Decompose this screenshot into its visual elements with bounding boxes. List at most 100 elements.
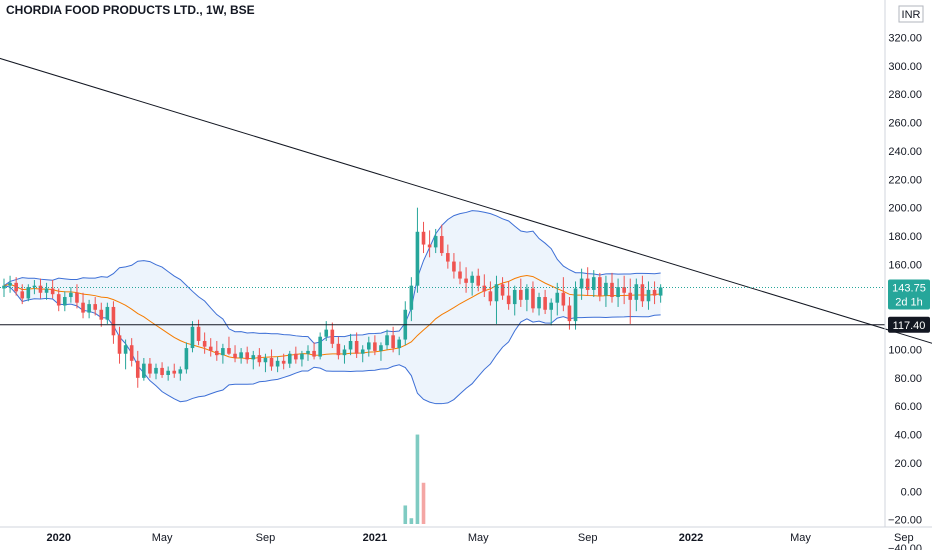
candle-body bbox=[519, 289, 523, 300]
candle bbox=[245, 346, 249, 364]
candle bbox=[537, 292, 541, 316]
candle bbox=[567, 297, 572, 330]
candle bbox=[622, 275, 626, 305]
x-tick-label: May bbox=[790, 532, 811, 544]
candle bbox=[202, 332, 207, 354]
candle-body bbox=[658, 287, 663, 296]
chart-title: CHORDIA FOOD PRODUCTS LTD., 1W, BSE bbox=[6, 3, 255, 17]
candle bbox=[342, 345, 347, 364]
candle bbox=[14, 277, 18, 296]
trendline bbox=[0, 57, 932, 344]
candle-body bbox=[336, 343, 341, 356]
candle bbox=[69, 287, 73, 303]
x-tick-label: 2021 bbox=[363, 532, 387, 544]
candle-body bbox=[567, 305, 572, 322]
candle bbox=[427, 230, 432, 258]
bollinger-band-fill bbox=[4, 210, 661, 404]
x-tick-label: May bbox=[468, 532, 489, 544]
candle-body bbox=[500, 284, 505, 296]
candle-body bbox=[427, 244, 432, 248]
candle bbox=[239, 348, 243, 364]
candle-body bbox=[287, 353, 292, 364]
candle bbox=[233, 345, 237, 363]
candle bbox=[470, 271, 474, 296]
candle-body bbox=[142, 363, 146, 378]
last-price-tag-bg bbox=[888, 279, 930, 310]
last-price-tag: 143.75 2d 1h bbox=[888, 279, 930, 310]
candle-body bbox=[239, 352, 243, 358]
candle-body bbox=[452, 261, 456, 272]
candle bbox=[403, 301, 408, 346]
candle bbox=[50, 279, 55, 299]
candle bbox=[573, 281, 578, 330]
candle bbox=[446, 244, 450, 269]
candle-body bbox=[367, 342, 371, 350]
candle bbox=[373, 335, 377, 356]
candle-body bbox=[87, 304, 91, 313]
candle-body bbox=[318, 336, 322, 357]
candle-body bbox=[245, 352, 249, 360]
candle bbox=[306, 345, 310, 361]
candle bbox=[196, 319, 201, 346]
candle bbox=[549, 298, 553, 326]
candle-body bbox=[221, 348, 225, 356]
candle-body bbox=[494, 284, 499, 302]
candle-body bbox=[123, 345, 128, 354]
candle-body bbox=[81, 302, 85, 313]
candle bbox=[251, 350, 256, 370]
candle bbox=[129, 338, 134, 367]
candle-body bbox=[531, 288, 535, 309]
candle bbox=[628, 278, 633, 324]
candle bbox=[263, 353, 268, 373]
candle-body bbox=[32, 285, 37, 288]
candle bbox=[93, 297, 97, 316]
candle bbox=[458, 261, 462, 285]
candle-body bbox=[99, 309, 104, 320]
candle-body bbox=[488, 291, 493, 302]
y-tick-label: 0.00 bbox=[901, 486, 922, 498]
candle-body bbox=[172, 370, 177, 374]
candle-body bbox=[135, 360, 140, 378]
candle-body bbox=[56, 294, 61, 306]
candle-body bbox=[354, 340, 359, 354]
candle bbox=[391, 326, 395, 353]
candle-body bbox=[585, 278, 590, 290]
candle bbox=[81, 292, 85, 319]
candle bbox=[63, 291, 67, 312]
candle-body bbox=[646, 289, 651, 302]
candle bbox=[8, 275, 12, 293]
candle bbox=[135, 350, 140, 388]
candle-body bbox=[433, 236, 438, 248]
moving-average-line bbox=[3, 274, 661, 360]
candle-body bbox=[622, 287, 626, 293]
y-tick-label: 260.00 bbox=[888, 118, 922, 130]
candle bbox=[379, 342, 383, 361]
candle-body bbox=[312, 350, 316, 357]
candle-body bbox=[476, 275, 481, 286]
candle bbox=[208, 338, 213, 357]
support-price-tag-bg bbox=[888, 316, 930, 333]
candle bbox=[166, 366, 170, 381]
countdown-label: 2d 1h bbox=[895, 296, 923, 308]
candle bbox=[409, 277, 414, 322]
price-tags: 143.75 2d 1h 117.40 bbox=[888, 279, 930, 333]
candle-body bbox=[300, 353, 304, 360]
candle-body bbox=[652, 289, 657, 296]
candle bbox=[26, 284, 31, 302]
candle-body bbox=[439, 236, 444, 254]
candle-body bbox=[634, 284, 639, 300]
candle bbox=[257, 348, 262, 367]
y-tick-label: 20.00 bbox=[894, 458, 922, 470]
candle bbox=[294, 346, 298, 364]
candle bbox=[142, 357, 146, 381]
time-axis: 2020MaySep2021MaySep2022MaySep2023 bbox=[46, 532, 913, 544]
candle-body bbox=[379, 345, 383, 351]
y-tick-label: 40.00 bbox=[894, 430, 922, 442]
candle bbox=[221, 343, 225, 364]
candle bbox=[312, 342, 316, 360]
candle-body bbox=[464, 278, 468, 283]
candle bbox=[561, 277, 566, 312]
candle bbox=[579, 268, 584, 300]
candle-body bbox=[269, 357, 274, 367]
